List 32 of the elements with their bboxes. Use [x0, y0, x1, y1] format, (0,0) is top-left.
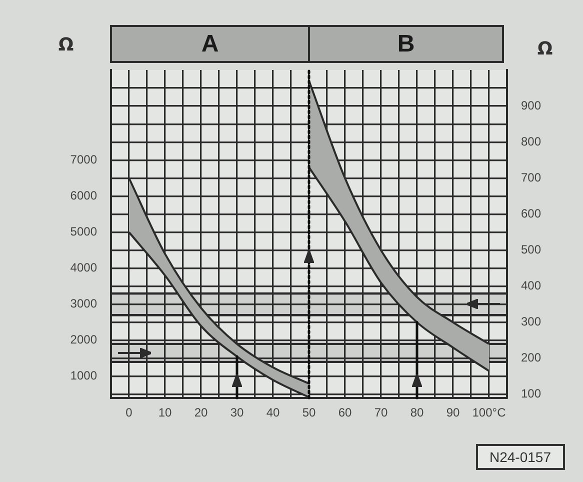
y-tick-label: 2000 [70, 332, 98, 347]
x-tick-label: 0 [126, 406, 133, 420]
y-tick-label: 3000 [70, 296, 98, 311]
x-tick-label: 50 [302, 406, 316, 420]
y-tick-label: 4000 [70, 260, 98, 275]
y-axis-title: Ω [58, 34, 74, 56]
y2-axis-title: Ω [537, 38, 553, 60]
y-tick-label: 6000 [70, 188, 98, 202]
y2-tick-label: 800 [521, 134, 542, 148]
y2-tick-label: 700 [521, 170, 542, 184]
x-tick-label: 90 [446, 406, 460, 420]
x-tick-label: 70 [374, 406, 388, 420]
y2-tick-label: 900 [521, 98, 542, 112]
y-tick-label: 1000 [70, 368, 98, 383]
y2-tick-label: 400 [521, 278, 542, 293]
y2-tick-label: 300 [521, 314, 542, 329]
y2-tick-label: 500 [521, 242, 542, 257]
text: N24-0157 [476, 444, 565, 470]
y2-tick-label: 600 [521, 206, 542, 220]
x-tick-label: 80 [410, 406, 424, 420]
x-tick-label: 20 [194, 406, 208, 420]
y-tick-label: 5000 [70, 224, 98, 239]
x-tick-label: 10 [158, 406, 172, 420]
x-tick-label: 100°C [472, 406, 506, 420]
y-tick-label: 7000 [70, 152, 98, 166]
text: B [397, 30, 415, 58]
x-tick-label: 40 [266, 406, 280, 420]
y2-tick-label: 200 [521, 350, 542, 365]
text: A [201, 30, 219, 58]
y2-tick-label: 100 [521, 386, 542, 401]
x-tick-label: 30 [230, 406, 244, 420]
x-tick-label: 60 [338, 406, 352, 420]
